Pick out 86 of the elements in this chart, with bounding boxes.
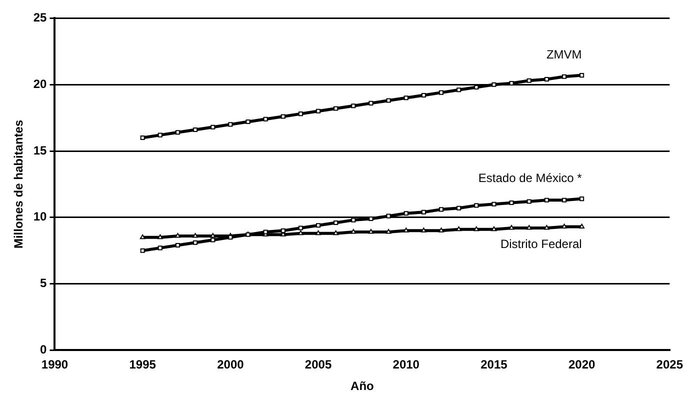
- y-tick-label: 5: [40, 276, 48, 290]
- point: [175, 243, 180, 248]
- point: [333, 230, 339, 236]
- point: [580, 196, 584, 202]
- point: [350, 229, 356, 234]
- point: [158, 246, 162, 250]
- x-tick-label: 2005: [304, 358, 332, 372]
- x-axis-title: Año: [350, 379, 374, 394]
- point: [316, 230, 321, 236]
- point: [351, 104, 356, 108]
- y-tick-label: 15: [33, 143, 48, 158]
- point: [456, 206, 462, 210]
- x-tick-label: 1990: [41, 358, 68, 372]
- point: [509, 200, 514, 206]
- x-tick-label: 2015: [480, 358, 508, 372]
- point: [280, 114, 286, 119]
- point: [334, 106, 338, 111]
- y-tick-label: 25: [33, 10, 48, 25]
- point: [456, 226, 462, 232]
- point: [298, 112, 303, 116]
- point: [438, 90, 444, 95]
- point: [368, 229, 374, 234]
- point: [544, 225, 550, 230]
- series-label: ZMVM: [546, 48, 582, 62]
- point: [280, 228, 286, 233]
- point: [580, 73, 584, 78]
- point: [193, 127, 198, 132]
- point: [403, 228, 409, 232]
- point: [526, 78, 532, 83]
- point: [210, 124, 216, 130]
- x-tick-label: 1995: [129, 358, 156, 372]
- point: [474, 226, 480, 232]
- x-tick-label: 2025: [656, 358, 684, 372]
- point: [579, 224, 584, 228]
- point: [421, 92, 426, 98]
- point: [474, 203, 479, 208]
- x-tick-label: 2000: [217, 358, 244, 372]
- point: [228, 235, 233, 240]
- y-tick-label: 20: [33, 76, 48, 91]
- point: [316, 223, 321, 228]
- point: [210, 232, 216, 238]
- point: [298, 230, 304, 236]
- point: [140, 234, 146, 240]
- point: [334, 220, 338, 225]
- y-tick-label: 10: [33, 210, 48, 224]
- x-tick-label: 2010: [392, 358, 420, 372]
- point: [562, 74, 567, 79]
- point: [246, 120, 250, 124]
- point: [544, 198, 549, 202]
- point: [421, 210, 426, 214]
- point: [158, 132, 162, 138]
- point: [193, 240, 198, 245]
- point: [368, 100, 374, 106]
- point: [298, 226, 303, 230]
- point: [544, 77, 549, 82]
- point: [386, 214, 391, 218]
- point: [492, 202, 496, 206]
- point: [456, 88, 462, 92]
- point: [508, 225, 514, 230]
- point: [140, 248, 145, 253]
- point: [386, 98, 391, 103]
- point: [562, 198, 567, 202]
- point: [404, 96, 408, 100]
- point: [492, 82, 496, 87]
- point: [404, 211, 408, 216]
- point: [438, 228, 444, 232]
- y-axis-title: Millones de habitantes: [12, 120, 26, 249]
- point: [421, 228, 426, 232]
- point: [140, 135, 145, 140]
- point: [175, 130, 180, 135]
- series-label: Distrito Federal: [500, 237, 582, 252]
- point: [175, 232, 180, 238]
- point: [157, 234, 163, 240]
- point: [438, 207, 444, 212]
- point: [263, 116, 268, 122]
- point: [526, 225, 532, 230]
- point: [386, 229, 392, 234]
- point: [210, 238, 216, 242]
- series-label: Estado de México *: [478, 171, 582, 186]
- point: [316, 108, 321, 114]
- point: [351, 218, 356, 222]
- point: [228, 122, 233, 127]
- y-tick-label: 0: [40, 342, 48, 357]
- point: [491, 226, 497, 232]
- point: [526, 199, 532, 204]
- x-tick-label: 2020: [568, 358, 596, 372]
